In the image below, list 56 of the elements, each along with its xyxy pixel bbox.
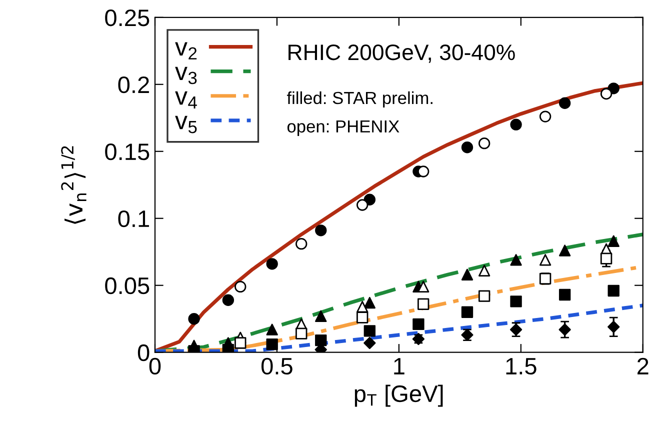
point [364, 325, 376, 337]
point [510, 118, 522, 130]
point [356, 312, 368, 324]
legend-label: v$_{2}$ [175, 42, 197, 60]
annotation: RHIC 200GeV, 30-40% [288, 44, 515, 63]
point [364, 336, 376, 350]
point [558, 244, 571, 256]
x-tick-label: 1 [394, 358, 404, 374]
y-tick-label: 0.15 [105, 143, 150, 160]
point [296, 328, 308, 340]
x-axis-title: p$_{T}$ [GeV] [354, 384, 443, 407]
point [461, 268, 474, 280]
point [266, 324, 278, 336]
point [315, 310, 327, 322]
point [234, 337, 246, 349]
x-tick-label: 1.5 [506, 358, 536, 375]
point [608, 320, 620, 333]
point [222, 294, 234, 306]
point [461, 306, 474, 318]
point [364, 296, 376, 309]
x-tick-label: 0.5 [261, 358, 292, 375]
point [478, 290, 490, 302]
point [600, 252, 612, 264]
point [417, 298, 430, 310]
annotation: filled: STAR prelim. [286, 91, 432, 108]
point [412, 318, 424, 330]
point [266, 338, 278, 350]
point [608, 235, 620, 247]
legend-label: v$_{3}$ [175, 66, 197, 84]
point [510, 254, 522, 266]
point [510, 296, 522, 308]
point [539, 254, 552, 266]
point [188, 313, 200, 325]
point [266, 258, 278, 270]
point [558, 324, 571, 336]
point [558, 97, 571, 109]
legend-label: v$_{5}$ [175, 116, 197, 134]
x-tick-label: 0 [149, 358, 161, 375]
y-axis-title: ⟨v$_{n}$$^{2}$⟩$^{1/2}$ [61, 146, 86, 224]
y-tick-label: 0.25 [105, 9, 150, 26]
x-tick-label: 2 [638, 358, 648, 374]
y-tick-label: 0 [138, 344, 150, 362]
point [478, 137, 490, 150]
point [461, 142, 474, 154]
annotation: open: PHENIX [287, 120, 400, 136]
point [417, 166, 430, 178]
point [600, 88, 612, 100]
y-tick-label: 0.2 [118, 76, 149, 94]
point [558, 288, 571, 301]
point [315, 334, 327, 346]
point [608, 284, 620, 297]
y-tick-label: 0.05 [105, 277, 150, 294]
y-tick-label: 0.1 [118, 210, 149, 228]
point [315, 224, 327, 236]
legend-label: v$_{4}$ [175, 91, 197, 109]
point [296, 238, 308, 250]
